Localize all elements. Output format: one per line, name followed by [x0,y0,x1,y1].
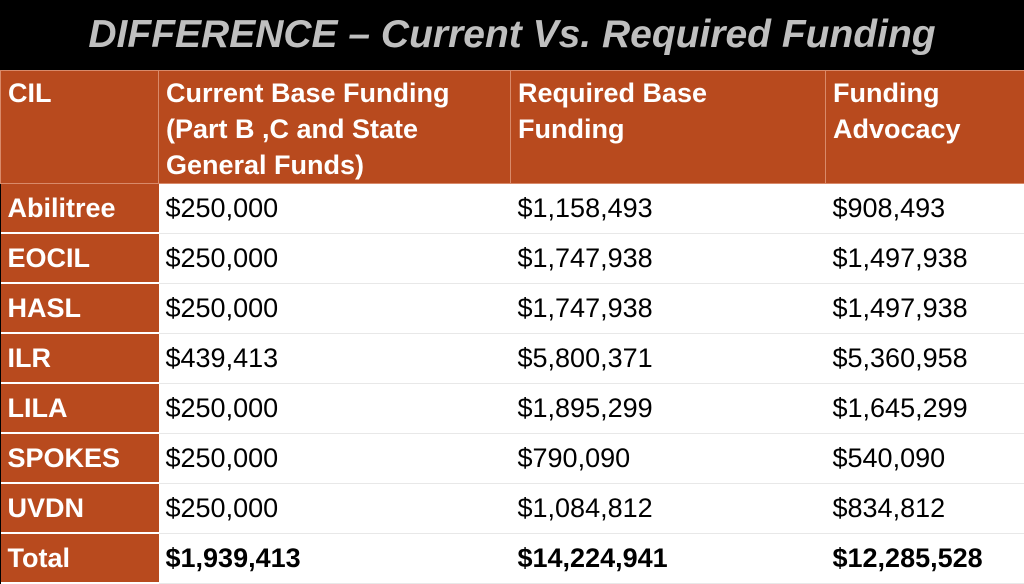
table-row: SPOKES $250,000 $790,090 $540,090 [1,433,1024,483]
required-funding-cell: $1,747,938 [511,233,826,283]
current-funding-cell: $250,000 [159,184,511,234]
current-funding-cell: $250,000 [159,383,511,433]
funding-advocacy-cell: $1,645,299 [826,383,1024,433]
funding-advocacy-cell: $834,812 [826,483,1024,533]
row-label-cil: EOCIL [1,233,159,283]
column-header-funding-advocacy: Funding Advocacy [826,71,1024,184]
row-label-cil: LILA [1,383,159,433]
funding-advocacy-cell: $1,497,938 [826,283,1024,333]
funding-advocacy-cell: $540,090 [826,433,1024,483]
table-row: UVDN $250,000 $1,084,812 $834,812 [1,483,1024,533]
table-row: EOCIL $250,000 $1,747,938 $1,497,938 [1,233,1024,283]
funding-table: CIL Current Base Funding (Part B ,C and … [0,70,1024,584]
required-funding-cell: $790,090 [511,433,826,483]
row-label-cil: SPOKES [1,433,159,483]
row-label-cil: ILR [1,333,159,383]
table-row: Abilitree $250,000 $1,158,493 $908,493 [1,184,1024,234]
required-funding-cell: $1,747,938 [511,283,826,333]
funding-advocacy-cell: $5,360,958 [826,333,1024,383]
required-funding-cell: $1,895,299 [511,383,826,433]
funding-advocacy-cell: $908,493 [826,184,1024,234]
current-funding-cell: $250,000 [159,283,511,333]
current-funding-cell: $439,413 [159,333,511,383]
required-funding-cell: $1,158,493 [511,184,826,234]
row-label-cil: HASL [1,283,159,333]
current-funding-cell: $250,000 [159,483,511,533]
funding-advocacy-cell: $1,497,938 [826,233,1024,283]
table-row: ILR $439,413 $5,800,371 $5,360,958 [1,333,1024,383]
table-header-row: CIL Current Base Funding (Part B ,C and … [1,71,1024,184]
current-funding-cell: $250,000 [159,433,511,483]
current-funding-cell: $250,000 [159,233,511,283]
column-header-current-base-funding: Current Base Funding (Part B ,C and Stat… [159,71,511,184]
table-row: HASL $250,000 $1,747,938 $1,497,938 [1,283,1024,333]
required-funding-cell: $5,800,371 [511,333,826,383]
row-label-cil: UVDN [1,483,159,533]
required-funding-cell: $1,084,812 [511,483,826,533]
column-header-cil: CIL [1,71,159,184]
row-label-cil: Abilitree [1,184,159,234]
table-row: LILA $250,000 $1,895,299 $1,645,299 [1,383,1024,433]
slide-title: DIFFERENCE – Current Vs. Required Fundin… [0,0,1024,70]
column-header-required-base-funding: Required Base Funding [511,71,826,184]
